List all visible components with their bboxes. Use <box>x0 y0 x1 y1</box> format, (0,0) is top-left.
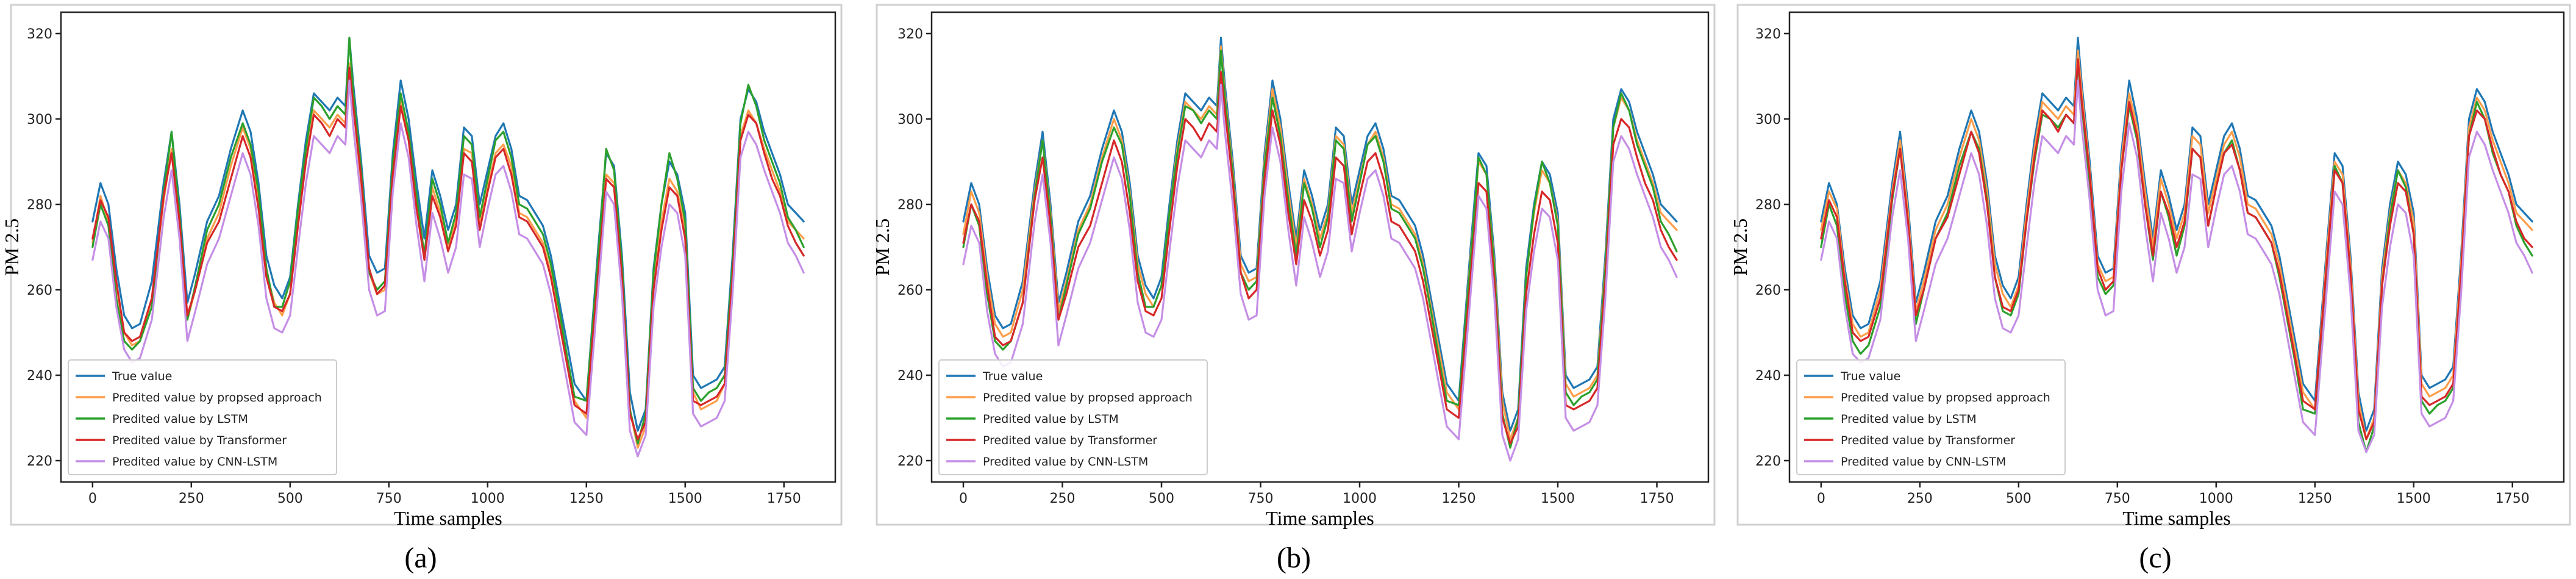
chart-1-xlabel: Time samples <box>1266 507 1374 529</box>
chart-2-border <box>1736 4 2571 526</box>
chart-1-xtick-label-0: 0 <box>959 491 968 506</box>
chart-0-border <box>10 4 843 526</box>
chart-0-xtick-label-2: 500 <box>277 491 303 506</box>
chart-0-xtick-label-7: 1750 <box>767 491 801 506</box>
chart-2-ytick-label-5: 320 <box>1755 27 1781 42</box>
chart-2-legend-label-3: Predited value by Transformer <box>1841 434 2015 447</box>
chart-0-xtick-label-5: 1250 <box>569 491 604 506</box>
chart-1-ytick-label-2: 260 <box>897 283 923 298</box>
chart-0-xtick-label-6: 1500 <box>668 491 702 506</box>
chart-0-series-4 <box>91 79 805 458</box>
chart-0-xlabel: Time samples <box>394 507 502 529</box>
chart-2-legend-label-0: True value <box>1840 370 1900 383</box>
chart-2-xtick-label-2: 500 <box>2006 491 2032 506</box>
chart-0-legend-label-1: Predited value by propsed approach <box>112 391 322 405</box>
chart-1-legend-label-4: Predited value by CNN-LSTM <box>983 455 1148 469</box>
chart-2-ytick-label-1: 240 <box>1755 369 1781 384</box>
chart-1-xtick-label-1: 250 <box>1050 491 1076 506</box>
chart-2-xtick-label-6: 1500 <box>2397 491 2431 506</box>
chart-1-ylabel: PM 2.5 <box>871 218 893 276</box>
chart-1-legend <box>938 359 1208 475</box>
chart-2-xtick-label-4: 1000 <box>2199 491 2233 506</box>
chart-1-xtick-label-6: 1500 <box>1541 491 1575 506</box>
chart-2-legend-label-2: Predited value by LSTM <box>1841 412 1977 426</box>
chart-2-ytick-label-4: 300 <box>1755 112 1781 128</box>
chart-0-legend-label-4: Predited value by CNN-LSTM <box>112 455 277 469</box>
chart-0-xtick-label-3: 750 <box>376 491 402 506</box>
chart-0-xtick-label-0: 0 <box>88 491 97 506</box>
chart-1-ytick-label-3: 280 <box>897 198 923 213</box>
chart-1-ytick-label-4: 300 <box>897 112 923 128</box>
caption-a: (a) <box>404 542 437 574</box>
chart-0-ytick-label-0: 220 <box>27 454 52 469</box>
chart-2-series-4 <box>1820 79 2533 453</box>
chart-1-xtick-label-4: 1000 <box>1343 491 1377 506</box>
caption-c: (c) <box>2139 542 2171 574</box>
chart-2-xtick-label-3: 750 <box>2105 491 2130 506</box>
chart-0-ytick-label-1: 240 <box>27 369 52 384</box>
chart-1-legend-label-3: Predited value by Transformer <box>983 434 1157 447</box>
chart-0-plot-frame <box>60 11 837 483</box>
caption-b: (b) <box>1277 542 1311 574</box>
chart-2-xtick-label-7: 1750 <box>2496 491 2530 506</box>
chart-1-xtick-label-5: 1250 <box>1442 491 1476 506</box>
chart-0-legend-label-0: True value <box>112 370 172 383</box>
chart-1-ytick-label-0: 220 <box>897 454 923 469</box>
chart-2-legend <box>1796 359 2066 475</box>
chart-0-legend-label-3: Predited value by Transformer <box>112 434 287 447</box>
chart-0-ytick-label-2: 260 <box>27 283 52 298</box>
chart-0-xtick-label-1: 250 <box>179 491 204 506</box>
chart-1-legend-label-2: Predited value by LSTM <box>983 412 1119 426</box>
chart-2-xtick-label-1: 250 <box>1907 491 1933 506</box>
chart-1-legend-label-1: Predited value by propsed approach <box>983 391 1193 405</box>
chart-1-ytick-label-1: 240 <box>897 369 923 384</box>
chart-0-legend <box>68 359 337 475</box>
chart-1-ytick-label-5: 320 <box>897 27 923 42</box>
chart-1-xtick-label-7: 1750 <box>1640 491 1674 506</box>
chart-2-ytick-label-3: 280 <box>1755 198 1781 213</box>
chart-2-plot-frame <box>1788 11 2565 483</box>
panel-b: 0 250 500 750 1000 1250 1500 1750 220 240 260 280 30… <box>871 4 1716 529</box>
chart-2-xlabel: Time samples <box>2122 507 2231 529</box>
chart-2-ylabel: PM 2.5 <box>1729 218 1751 276</box>
chart-2-ytick-label-2: 260 <box>1755 283 1781 298</box>
chart-0-ytick-label-3: 280 <box>27 198 52 213</box>
chart-0-ylabel: PM 2.5 <box>1 218 23 276</box>
chart-0-ytick-label-4: 300 <box>27 112 52 128</box>
chart-1-series-4 <box>962 84 1678 462</box>
panel-c: 0 250 500 750 1000 1250 1500 1750 220 240 260 280 30… <box>1729 4 2571 529</box>
chart-0-ytick-label-5: 320 <box>27 27 52 42</box>
chart-1-border <box>876 4 1716 526</box>
chart-2-legend-label-1: Predited value by propsed approach <box>1841 391 2050 405</box>
panel-a: 0 250 500 750 1000 1250 1500 1750 220 240 260 280 30… <box>1 4 843 529</box>
chart-1-xtick-label-2: 500 <box>1149 491 1174 506</box>
chart-2-xtick-label-5: 1250 <box>2298 491 2332 506</box>
chart-1-xtick-label-3: 750 <box>1248 491 1274 506</box>
chart-1-plot-frame <box>930 11 1710 483</box>
chart-2-xtick-label-0: 0 <box>1817 491 1825 506</box>
chart-2-ytick-label-0: 220 <box>1755 454 1781 469</box>
chart-0-xtick-label-4: 1000 <box>471 491 505 506</box>
chart-1-legend-label-0: True value <box>982 370 1043 383</box>
chart-2-legend-label-4: Predited value by CNN-LSTM <box>1841 455 2006 469</box>
chart-0-legend-label-2: Predited value by LSTM <box>112 412 248 426</box>
